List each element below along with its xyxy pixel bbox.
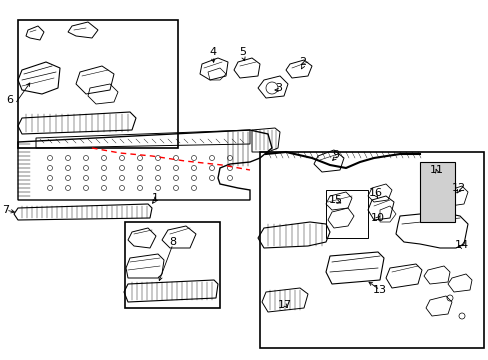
Text: 3: 3 <box>275 83 282 93</box>
Text: 17: 17 <box>277 300 291 310</box>
Bar <box>125 222 220 308</box>
Text: 5: 5 <box>239 47 246 57</box>
Text: 7: 7 <box>2 205 10 215</box>
Text: 14: 14 <box>454 240 468 250</box>
Text: 13: 13 <box>372 285 386 295</box>
Text: 11: 11 <box>429 165 443 175</box>
Bar <box>260 152 483 348</box>
Text: 12: 12 <box>451 183 465 193</box>
Text: 6: 6 <box>6 95 14 105</box>
Bar <box>419 162 454 222</box>
Bar <box>325 190 367 238</box>
Text: 8: 8 <box>169 237 176 247</box>
Text: 9: 9 <box>332 150 339 160</box>
Text: 1: 1 <box>151 193 158 203</box>
Text: 16: 16 <box>368 188 382 198</box>
Text: 10: 10 <box>370 213 384 223</box>
Text: 4: 4 <box>209 47 216 57</box>
Text: 2: 2 <box>299 57 306 67</box>
Text: 15: 15 <box>328 195 342 205</box>
Bar <box>18 20 178 148</box>
